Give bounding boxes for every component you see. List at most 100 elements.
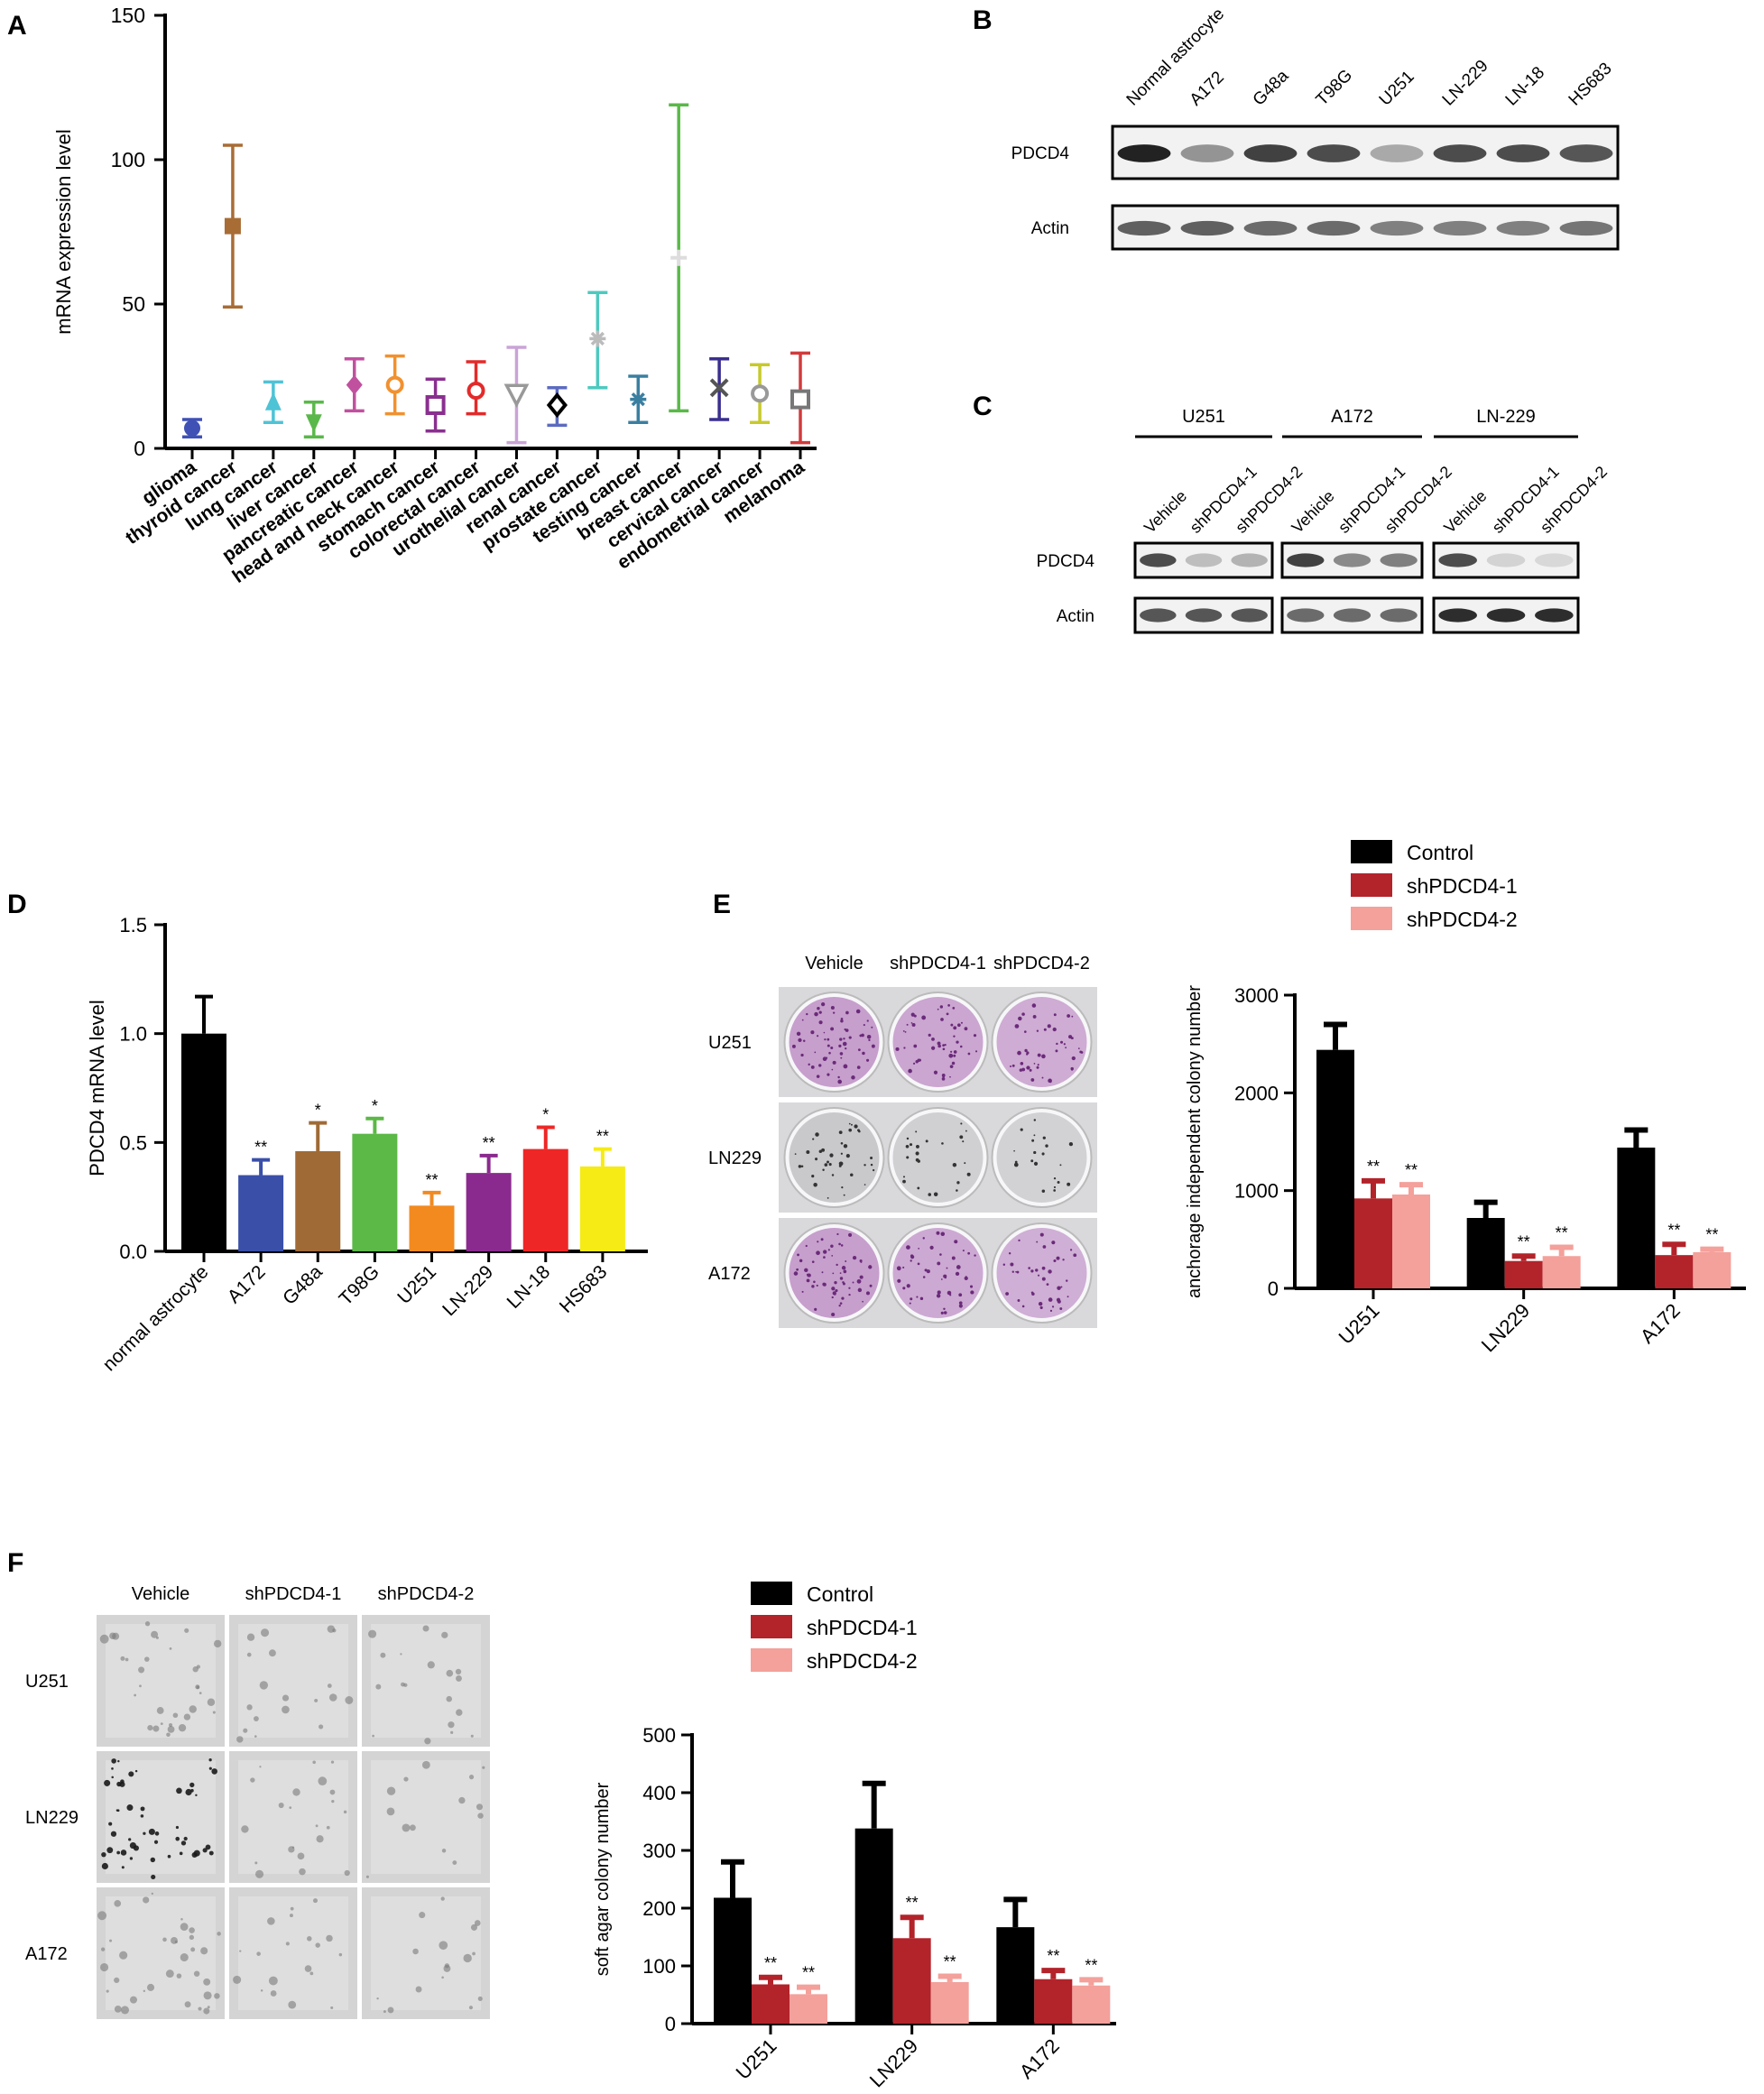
colony-dot [1062, 1259, 1065, 1261]
colony-dot [439, 1941, 448, 1951]
colony-dot [933, 1192, 938, 1197]
colony-dot [806, 1012, 808, 1016]
legend-label: shPDCD4-2 [1407, 908, 1518, 931]
colony-dot [1030, 1078, 1035, 1082]
colony-dot [401, 1682, 405, 1687]
colony-dot [852, 1281, 854, 1284]
blot-band [1433, 220, 1487, 236]
colony-dot [955, 1271, 960, 1277]
colony-dot [856, 1065, 861, 1069]
colony-dot [208, 1850, 214, 1856]
colony-dot [1014, 1160, 1018, 1164]
colony-dot [915, 1151, 919, 1156]
colony-dot [974, 1050, 978, 1053]
colony-dot [841, 1296, 845, 1300]
colony-dot [1048, 1297, 1053, 1302]
colony-dot [368, 1629, 377, 1638]
colony-dot [1051, 1305, 1055, 1308]
colony-dot [233, 1975, 242, 1984]
colony-dot [814, 1307, 817, 1311]
colony-dot [947, 1290, 952, 1296]
x-tick-label: U251 [732, 2034, 781, 2084]
significance-label: ** [1367, 1158, 1380, 1176]
colony-dot [115, 1809, 119, 1812]
colony-dot [845, 1010, 849, 1015]
colony-dot [1057, 1286, 1061, 1290]
colony-dot [936, 1231, 940, 1235]
legend-swatch [751, 1615, 792, 1638]
significance-label: * [542, 1105, 549, 1123]
agar-image-highlight [238, 1896, 348, 2010]
colony-dot [864, 1184, 866, 1185]
blot-band [1496, 220, 1550, 236]
colony-dot [440, 1896, 445, 1901]
colony-dot [207, 2006, 210, 2009]
lane-label: A172 [1187, 68, 1228, 109]
colony-dot [843, 1064, 848, 1069]
colony-dot [943, 1311, 947, 1315]
colony-dot [811, 1175, 815, 1178]
colony-dot [1002, 1263, 1006, 1266]
colony-dot [114, 1899, 122, 1907]
colony-dot [101, 1862, 108, 1870]
colony-dot [1032, 1015, 1037, 1019]
colony-dot [1030, 1269, 1034, 1273]
colony-dot [147, 1725, 153, 1731]
colony-dot [162, 1937, 167, 1942]
colony-dot [802, 1039, 806, 1042]
colony-dot [1041, 1152, 1045, 1156]
colony-dot [1011, 1064, 1015, 1067]
culture-dish [991, 992, 1093, 1093]
plate-column-label: Vehicle [805, 954, 864, 973]
panel-f-soft-agar-images: Vehicle shPDCD4-1 shPDCD4-2 U251 LN229 A172 [25, 1584, 490, 2019]
colony-dot [239, 1950, 242, 1952]
colony-dot [830, 1027, 835, 1031]
colony-dot [203, 1991, 212, 2000]
image-column-label: Vehicle [132, 1584, 190, 1604]
significance-label: ** [254, 1139, 267, 1157]
y-tick-label: 50 [122, 292, 145, 316]
panel-label-b: B [973, 5, 993, 35]
colony-dot [827, 1160, 829, 1164]
colony-dot [831, 1174, 835, 1176]
colony-dot [415, 1986, 422, 1993]
colony-dot [916, 1296, 919, 1298]
blot-row-label: PDCD4 [1037, 552, 1095, 571]
colony-dot [839, 1272, 842, 1274]
colony-dot [939, 1005, 944, 1009]
colony-dot [1056, 1042, 1058, 1046]
colony-dot [928, 1193, 932, 1196]
colony-dot [211, 1768, 218, 1775]
legend-swatch [751, 1648, 792, 1672]
blot-band [1231, 608, 1268, 623]
panel-d-mrna-bar-chart: 0.0 0.5 1.0 1.5 PDCD4 mRNA level normal astro… [86, 914, 648, 1375]
colony-dot [871, 1044, 875, 1048]
colony-dot [199, 1692, 202, 1694]
colony-dot [908, 1068, 912, 1074]
colony-dot [1030, 1159, 1034, 1163]
colony-dot [864, 1164, 866, 1167]
colony-dot [958, 1293, 963, 1297]
colony-dot [949, 1065, 954, 1069]
colony-dot [1033, 1134, 1036, 1137]
colony-dot [902, 1176, 906, 1178]
blot-row-label: PDCD4 [1011, 144, 1070, 163]
colony-dot [822, 1250, 827, 1254]
colony-dot [848, 1232, 853, 1237]
colony-dot [291, 1846, 295, 1849]
colony-dot [268, 1976, 278, 1986]
group-label: LN-229 [1476, 407, 1536, 427]
colony-dot [906, 1023, 909, 1026]
colony-dot [872, 1168, 875, 1172]
colony-dot [1065, 1047, 1067, 1049]
colony-dot [967, 1251, 971, 1255]
colony-dot [168, 1722, 173, 1728]
colony-dot [151, 1874, 156, 1880]
y-tick-label: 400 [642, 1782, 676, 1804]
colony-dot [128, 1838, 132, 1841]
colony-dot [470, 1734, 474, 1738]
colony-dot [175, 1825, 180, 1830]
blot-band [1370, 144, 1424, 162]
blot-band [1185, 608, 1223, 623]
blot-band [1307, 220, 1361, 236]
